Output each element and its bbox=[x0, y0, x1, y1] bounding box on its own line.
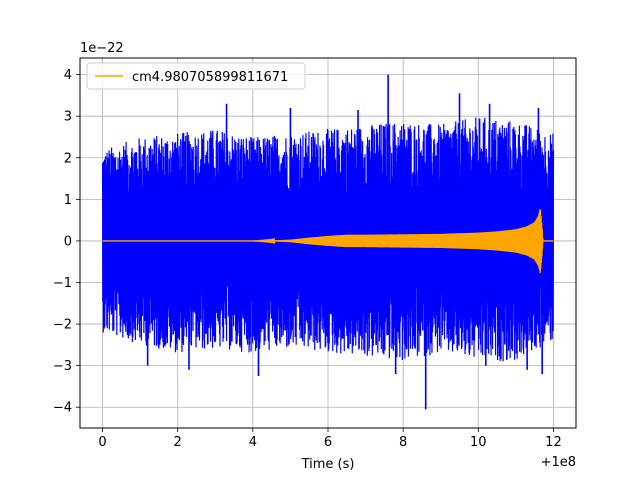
series-layer bbox=[101, 74, 555, 410]
x-tick-label: 2 bbox=[174, 435, 182, 450]
y-tick-label: 1 bbox=[64, 193, 72, 208]
y-tick-label: −2 bbox=[53, 318, 72, 333]
x-tick-label: 4 bbox=[249, 435, 257, 450]
series-chirp-line bbox=[102, 209, 554, 273]
x-tick-label: 0 bbox=[98, 435, 106, 450]
x-tick-label: 10 bbox=[470, 435, 487, 450]
legend: cm4.980705899811671 bbox=[86, 62, 306, 90]
y-tick-label: −4 bbox=[53, 401, 72, 416]
y-tick-label: 0 bbox=[64, 234, 72, 249]
legend-entry-cm: cm4.980705899811671 bbox=[132, 70, 288, 85]
y-tick-label: 2 bbox=[64, 151, 72, 166]
y-tick-label: −1 bbox=[53, 276, 72, 291]
series-noise-line bbox=[101, 117, 555, 362]
x-tick-label: 6 bbox=[324, 435, 332, 450]
x-offset-label: +1e8 bbox=[541, 455, 576, 470]
y-tick-label: 4 bbox=[64, 68, 72, 83]
y-tick-label: −3 bbox=[53, 359, 72, 374]
y-scale-label: 1e−22 bbox=[80, 41, 124, 56]
x-tick-label: 12 bbox=[545, 435, 562, 450]
x-axis-label: Time (s) bbox=[301, 457, 355, 472]
legend-box bbox=[86, 62, 306, 90]
y-tick-label: 3 bbox=[64, 110, 72, 125]
x-tick-label: 8 bbox=[399, 435, 407, 450]
